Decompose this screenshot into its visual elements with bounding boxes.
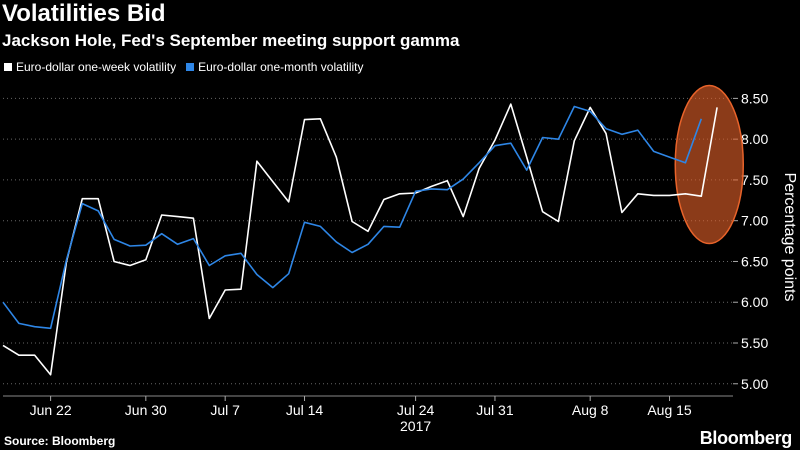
x-tick-label: Jun 22: [30, 402, 72, 418]
legend-label-one-week: Euro-dollar one-week volatility: [16, 60, 177, 74]
y-tick-label: 6.50: [741, 253, 768, 269]
legend-label-one-month: Euro-dollar one-month volatility: [198, 60, 364, 74]
y-tick-label: 8.50: [741, 90, 768, 106]
y-tick-label: 8.00: [741, 131, 768, 147]
chart-subtitle: Jackson Hole, Fed's September meeting su…: [2, 31, 460, 50]
x-tick-label: Aug 15: [647, 402, 692, 418]
highlight-ellipse: [674, 84, 745, 245]
x-tick-label: Jul 24: [397, 402, 435, 418]
y-tick-label: 5.00: [741, 376, 768, 392]
x-tick-label: Aug 8: [572, 402, 609, 418]
x-tick-label: Jul 31: [476, 402, 514, 418]
x-year-label: 2017: [400, 418, 431, 434]
chart-title: Volatilities Bid: [2, 0, 166, 27]
y-tick-label: 5.50: [741, 335, 768, 351]
y-axis-label: Percentage points: [781, 173, 798, 302]
y-tick-label: 7.50: [741, 172, 768, 188]
y-tick-label: 6.00: [741, 294, 768, 310]
x-tick-label: Jun 30: [125, 402, 167, 418]
legend-item-one-week: Euro-dollar one-week volatility: [4, 60, 176, 74]
y-tick-label: 7.00: [741, 213, 768, 229]
x-tick-label: Jul 7: [210, 402, 240, 418]
series-line-one-week: [2, 103, 718, 376]
bloomberg-logo: Bloomberg: [699, 428, 793, 448]
source-note: Source: Bloomberg: [4, 434, 116, 448]
series-line-one-month: [2, 105, 703, 330]
legend-swatch-one-week: [4, 63, 12, 71]
legend-item-one-month: Euro-dollar one-month volatility: [186, 60, 364, 74]
legend: Euro-dollar one-week volatility Euro-dol…: [4, 60, 374, 74]
x-tick-label: Jul 14: [286, 402, 324, 418]
legend-swatch-one-month: [186, 63, 195, 71]
